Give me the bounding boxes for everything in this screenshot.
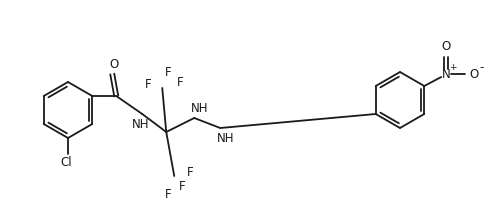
Text: NH: NH	[217, 131, 234, 145]
Text: N: N	[442, 68, 451, 80]
Text: F: F	[145, 78, 151, 90]
Text: F: F	[177, 77, 184, 90]
Text: F: F	[179, 179, 186, 192]
Text: F: F	[165, 66, 172, 80]
Text: O: O	[110, 58, 119, 72]
Text: F: F	[187, 165, 194, 179]
Text: NH: NH	[191, 102, 208, 114]
Text: Cl: Cl	[60, 155, 72, 169]
Text: NH: NH	[131, 119, 149, 131]
Text: F: F	[165, 187, 172, 201]
Text: O: O	[470, 68, 479, 80]
Text: O: O	[442, 39, 451, 53]
Text: +: +	[450, 63, 457, 73]
Text: -: -	[479, 61, 484, 75]
